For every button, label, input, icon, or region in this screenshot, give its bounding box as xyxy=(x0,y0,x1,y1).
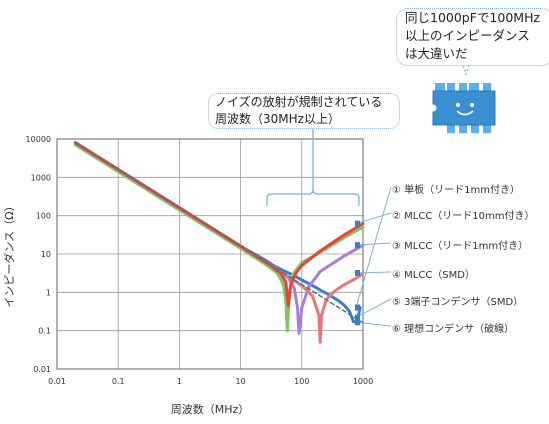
chip-speech-bubble: 同じ1000pFで100MHz 以上のインピーダンス は大違いだ xyxy=(396,8,549,66)
legend-marker-6 xyxy=(355,319,360,326)
legend-item-1: ① 単板（リード1mm付き） xyxy=(392,185,520,196)
y-tick-label-3: 10 xyxy=(41,250,51,259)
regulated-band-callout: ノイズの放射が規制されている 周波数（30MHz以上） xyxy=(208,93,400,129)
y-tick-label-6: 10000 xyxy=(26,135,51,144)
series-lines xyxy=(73,141,365,344)
regulated-band-line-2: 周波数（30MHz以上） xyxy=(215,112,340,126)
y-tick-label-0: 0.01 xyxy=(33,365,51,374)
legend-marker-5 xyxy=(355,314,360,321)
x-tick-label-2: 1 xyxy=(177,377,182,386)
smiling-capacitor-chip-icon xyxy=(429,83,496,133)
range-brace xyxy=(266,189,360,206)
x-tick-label-4: 100 xyxy=(294,377,309,386)
legend-leader-3 xyxy=(355,242,392,246)
x-axis-title: 周波数（MHz） xyxy=(171,403,250,416)
series-line-6 xyxy=(74,141,364,324)
plot-frame xyxy=(56,138,364,370)
legend-leader-6 xyxy=(355,321,392,327)
legend-marker-4 xyxy=(355,269,360,276)
x-tick-label-1: 0.1 xyxy=(112,377,125,386)
legend-leader-1 xyxy=(355,186,392,308)
y-axis-title: インピーダンス（Ω） xyxy=(2,200,16,307)
legend-item-2: ② MLCC（リード10mm付き） xyxy=(392,211,535,222)
axis-tick-labels: 0.01 0.1 1 10 100 1000 0.01 0.1 1 10 100 1000 10000 xyxy=(26,135,374,386)
legend-marker-1 xyxy=(355,304,360,311)
chip-comment-line-1: 同じ1000pFで100MHz xyxy=(405,10,541,25)
legend-item-3: ③ MLCC（リード1mm付き） xyxy=(392,241,529,252)
y-tick-label-2: 1 xyxy=(46,288,51,297)
legend-marker-2 xyxy=(355,220,360,227)
legend-leader-5 xyxy=(355,298,392,318)
y-tick-label-4: 100 xyxy=(36,212,51,221)
x-tick-label-0: 0.01 xyxy=(48,377,66,386)
x-tick-label-3: 10 xyxy=(236,377,246,386)
legend-marker-3 xyxy=(355,242,360,249)
legend-item-6: ⑥ 理想コンデンサ（破線） xyxy=(392,324,515,335)
legend-markers xyxy=(355,186,392,327)
legend-item-5: ⑤ 3端子コンデンサ（SMD） xyxy=(392,297,524,308)
chip-comment-line-2: 以上のインピーダンス xyxy=(405,28,530,43)
y-tick-label-5: 1000 xyxy=(31,173,51,182)
legend-leader-2 xyxy=(355,212,392,225)
legend-item-4: ④ MLCC（SMD） xyxy=(392,270,475,281)
x-tick-label-5: 1000 xyxy=(353,377,373,386)
regulated-band-line-1: ノイズの放射が規制されている xyxy=(215,95,383,109)
legend-leader-4 xyxy=(355,271,392,274)
y-tick-label-1: 0.1 xyxy=(38,327,51,336)
chip-comment-line-3: は大違いだ xyxy=(405,46,468,61)
